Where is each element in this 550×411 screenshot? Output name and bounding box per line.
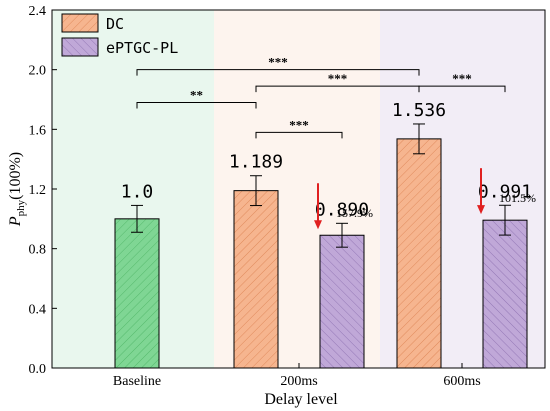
bars-layer: 1.0 1.189 0.890 1.536 0.991 [114, 100, 532, 369]
y-tick-label: 0.0 [29, 362, 47, 377]
y-axis-label-main: P [7, 216, 24, 227]
improvement-arrowhead-600ms [477, 205, 485, 215]
data-label-200ms-eptgc-pl: 0.890 [315, 199, 369, 220]
improvement-label-200ms: 157.9% [336, 206, 373, 220]
legend-swatch-dc [61, 13, 99, 33]
x-tick-label: 600ms [443, 374, 480, 389]
svg-text:Pphy(100%): Pphy(100%) [7, 152, 27, 227]
y-tick-label: 2.4 [29, 4, 47, 19]
axes: 0.0 0.4 0.8 1.2 1.6 2.0 2.4 Baseline 200ms 600ms [29, 4, 546, 389]
significance-stars: *** [452, 71, 472, 86]
x-tick-label: 200ms [280, 374, 317, 389]
legend: DC ePTGC-PL [61, 13, 178, 57]
legend-label-eptgc-pl: ePTGC-PL [106, 39, 178, 57]
significance-bracket [418, 85, 506, 93]
bar-600ms-dc [396, 138, 442, 369]
bar-600ms-eptgc-pl [482, 219, 528, 369]
bar-200ms-dc [233, 190, 279, 369]
y-tick-label: 2.0 [29, 64, 47, 79]
significance-bracket [255, 131, 343, 139]
legend-swatch-eptgc-pl [61, 37, 99, 57]
significance-stars: *** [289, 117, 309, 132]
x-tick-label: Baseline [113, 374, 161, 389]
y-axis-label: Pphy(100%) [7, 152, 27, 227]
significance-bracket [136, 101, 257, 109]
y-tick-label: 1.6 [29, 123, 47, 138]
data-label-baseline-baseline: 1.0 [121, 181, 154, 202]
y-tick-label: 1.2 [29, 183, 47, 198]
annotations-layer: 157.9% 101.5% [314, 168, 536, 230]
improvement-arrowhead-200ms [314, 220, 322, 230]
improvement-label-600ms: 101.5% [499, 191, 536, 205]
significance-brackets: ************** [136, 55, 506, 139]
significance-stars: *** [268, 55, 288, 70]
bar-200ms-eptgc-pl [319, 234, 365, 369]
y-tick-label: 0.4 [29, 302, 47, 317]
legend-label-dc: DC [106, 15, 124, 33]
significance-stars: ** [190, 87, 203, 102]
data-label-600ms-dc: 1.536 [392, 100, 446, 121]
y-axis-label-sub: phy [15, 199, 27, 216]
y-tick-label: 0.8 [29, 243, 47, 258]
significance-bracket [136, 69, 420, 76]
bar-baseline-baseline [114, 218, 160, 369]
data-label-600ms-eptgc-pl: 0.991 [478, 181, 532, 202]
x-axis-label: Delay level [264, 391, 338, 408]
significance-stars: *** [328, 71, 348, 86]
data-label-200ms-dc: 1.189 [229, 152, 283, 173]
y-axis-label-unit: (100%) [7, 152, 24, 200]
